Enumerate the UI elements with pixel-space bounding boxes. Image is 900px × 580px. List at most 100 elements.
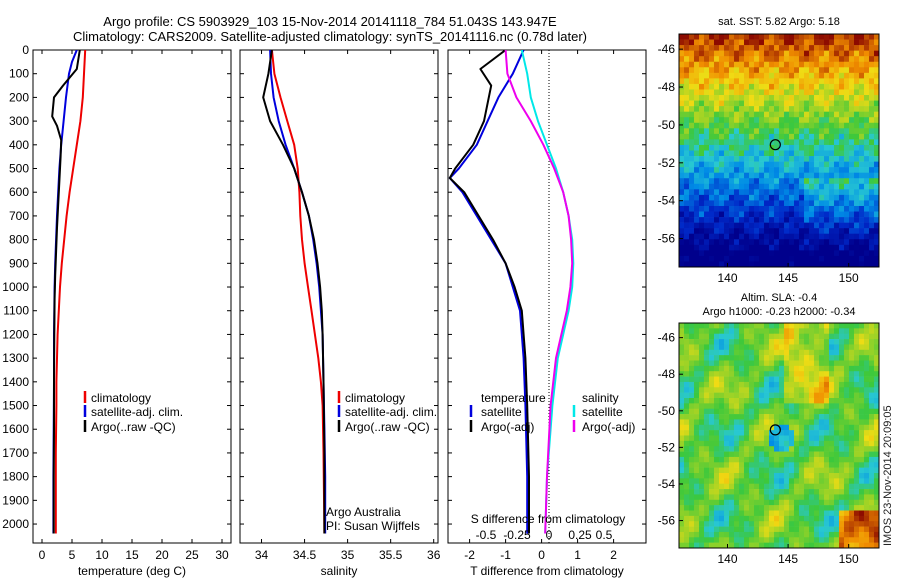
- heatmap-cell: [764, 521, 770, 527]
- heatmap-cell: [759, 150, 765, 157]
- heatmap-cell: [834, 515, 840, 522]
- x-tick-label: 34.5: [293, 548, 317, 562]
- heatmap-cell: [774, 494, 780, 501]
- heatmap-cell: [859, 360, 865, 367]
- heatmap-cell: [839, 537, 845, 543]
- heatmap-cell: [859, 200, 865, 207]
- heatmap-cell: [749, 392, 755, 399]
- heatmap-cell: [719, 414, 725, 420]
- heatmap-cell: [814, 222, 820, 229]
- heatmap-cell: [714, 446, 720, 452]
- heatmap-cell: [734, 89, 740, 96]
- heatmap-cell: [694, 156, 700, 162]
- heatmap-cell: [789, 167, 795, 173]
- heatmap-cell: [779, 499, 785, 506]
- heatmap-cell: [744, 489, 750, 495]
- heatmap-cell: [829, 376, 835, 383]
- heatmap-cell: [769, 244, 775, 251]
- heatmap-cell: [729, 376, 735, 383]
- heatmap-cell: [799, 161, 805, 168]
- heatmap-cell: [699, 355, 705, 361]
- heatmap-cell: [764, 239, 770, 246]
- heatmap-cell: [704, 403, 710, 410]
- sst-map-panel: sat. SST: 5.82 Argo: 5.18 140 145 150-46-4…: [658, 16, 880, 285]
- heatmap-cell: [809, 462, 815, 468]
- heatmap-cell: [859, 526, 865, 533]
- heatmap-cell: [829, 355, 835, 361]
- heatmap-cell: [794, 83, 800, 90]
- heatmap-cell: [804, 189, 810, 196]
- heatmap-cell: [749, 456, 755, 463]
- heatmap-cell: [834, 39, 840, 46]
- heatmap-cell: [769, 344, 775, 351]
- heatmap-cell: [834, 435, 840, 442]
- heatmap-cell: [719, 239, 725, 246]
- heatmap-cell: [834, 172, 840, 179]
- heatmap-cell: [799, 150, 805, 157]
- heatmap-cell: [844, 392, 850, 399]
- heatmap-cell: [874, 440, 880, 447]
- heatmap-cell: [679, 50, 685, 57]
- heatmap-cell: [799, 483, 805, 490]
- heatmap-cell: [844, 111, 850, 118]
- heatmap-cell: [809, 161, 815, 168]
- heatmap-cell: [724, 360, 730, 367]
- heatmap-cell: [754, 376, 760, 383]
- heatmap-cell: [744, 233, 750, 240]
- heatmap-cell: [694, 537, 700, 543]
- heatmap-cell: [774, 387, 780, 393]
- heatmap-cell: [719, 156, 725, 162]
- heatmap-cell: [834, 122, 840, 129]
- heatmap-cell: [759, 78, 765, 85]
- heatmap-cell: [809, 89, 815, 96]
- heatmap-cell: [714, 128, 720, 135]
- heatmap-cell: [814, 178, 820, 185]
- heatmap-cell: [704, 392, 710, 399]
- heatmap-cell: [874, 83, 880, 90]
- heatmap-cell: [794, 128, 800, 135]
- heatmap-cell: [849, 233, 855, 240]
- heatmap-cell: [754, 537, 760, 543]
- heatmap-cell: [684, 360, 690, 367]
- heatmap-cell: [719, 72, 725, 79]
- heatmap-cell: [794, 414, 800, 420]
- heatmap-cell: [704, 161, 710, 168]
- heatmap-cell: [794, 56, 800, 63]
- heatmap-cell: [754, 39, 760, 46]
- heatmap-cell: [869, 117, 875, 124]
- heatmap-cell: [769, 489, 775, 495]
- heatmap-cell: [729, 78, 735, 85]
- heatmap-cell: [709, 531, 715, 538]
- heatmap-cell: [819, 403, 825, 410]
- heatmap-cell: [834, 462, 840, 468]
- heatmap-cell: [794, 537, 800, 543]
- heatmap-cell: [739, 387, 745, 393]
- heatmap-cell: [704, 328, 710, 335]
- heatmap-cell: [689, 376, 695, 383]
- heatmap-cell: [789, 398, 795, 404]
- heatmap-cell: [749, 83, 755, 90]
- heatmap-cell: [864, 435, 870, 442]
- heatmap-cell: [754, 398, 760, 404]
- heatmap-cell: [779, 473, 785, 479]
- heatmap-cell: [794, 150, 800, 157]
- heatmap-cell: [689, 83, 695, 90]
- heatmap-cell: [849, 111, 855, 118]
- heatmap-cell: [724, 489, 730, 495]
- heatmap-cell: [849, 467, 855, 474]
- heatmap-cell: [769, 419, 775, 426]
- heatmap-cell: [769, 211, 775, 218]
- heatmap-cell: [829, 106, 835, 112]
- heatmap-cell: [714, 339, 720, 345]
- heatmap-cell: [689, 34, 695, 40]
- heatmap-cell: [689, 419, 695, 426]
- heatmap-cell: [764, 50, 770, 57]
- heatmap-cell: [704, 515, 710, 522]
- heatmap-cell: [754, 200, 760, 207]
- heatmap-cell: [774, 239, 780, 246]
- heatmap-cell: [744, 200, 750, 207]
- heatmap-cell: [774, 217, 780, 223]
- heatmap-cell: [789, 45, 795, 51]
- heatmap-cell: [829, 462, 835, 468]
- heatmap-cell: [864, 139, 870, 146]
